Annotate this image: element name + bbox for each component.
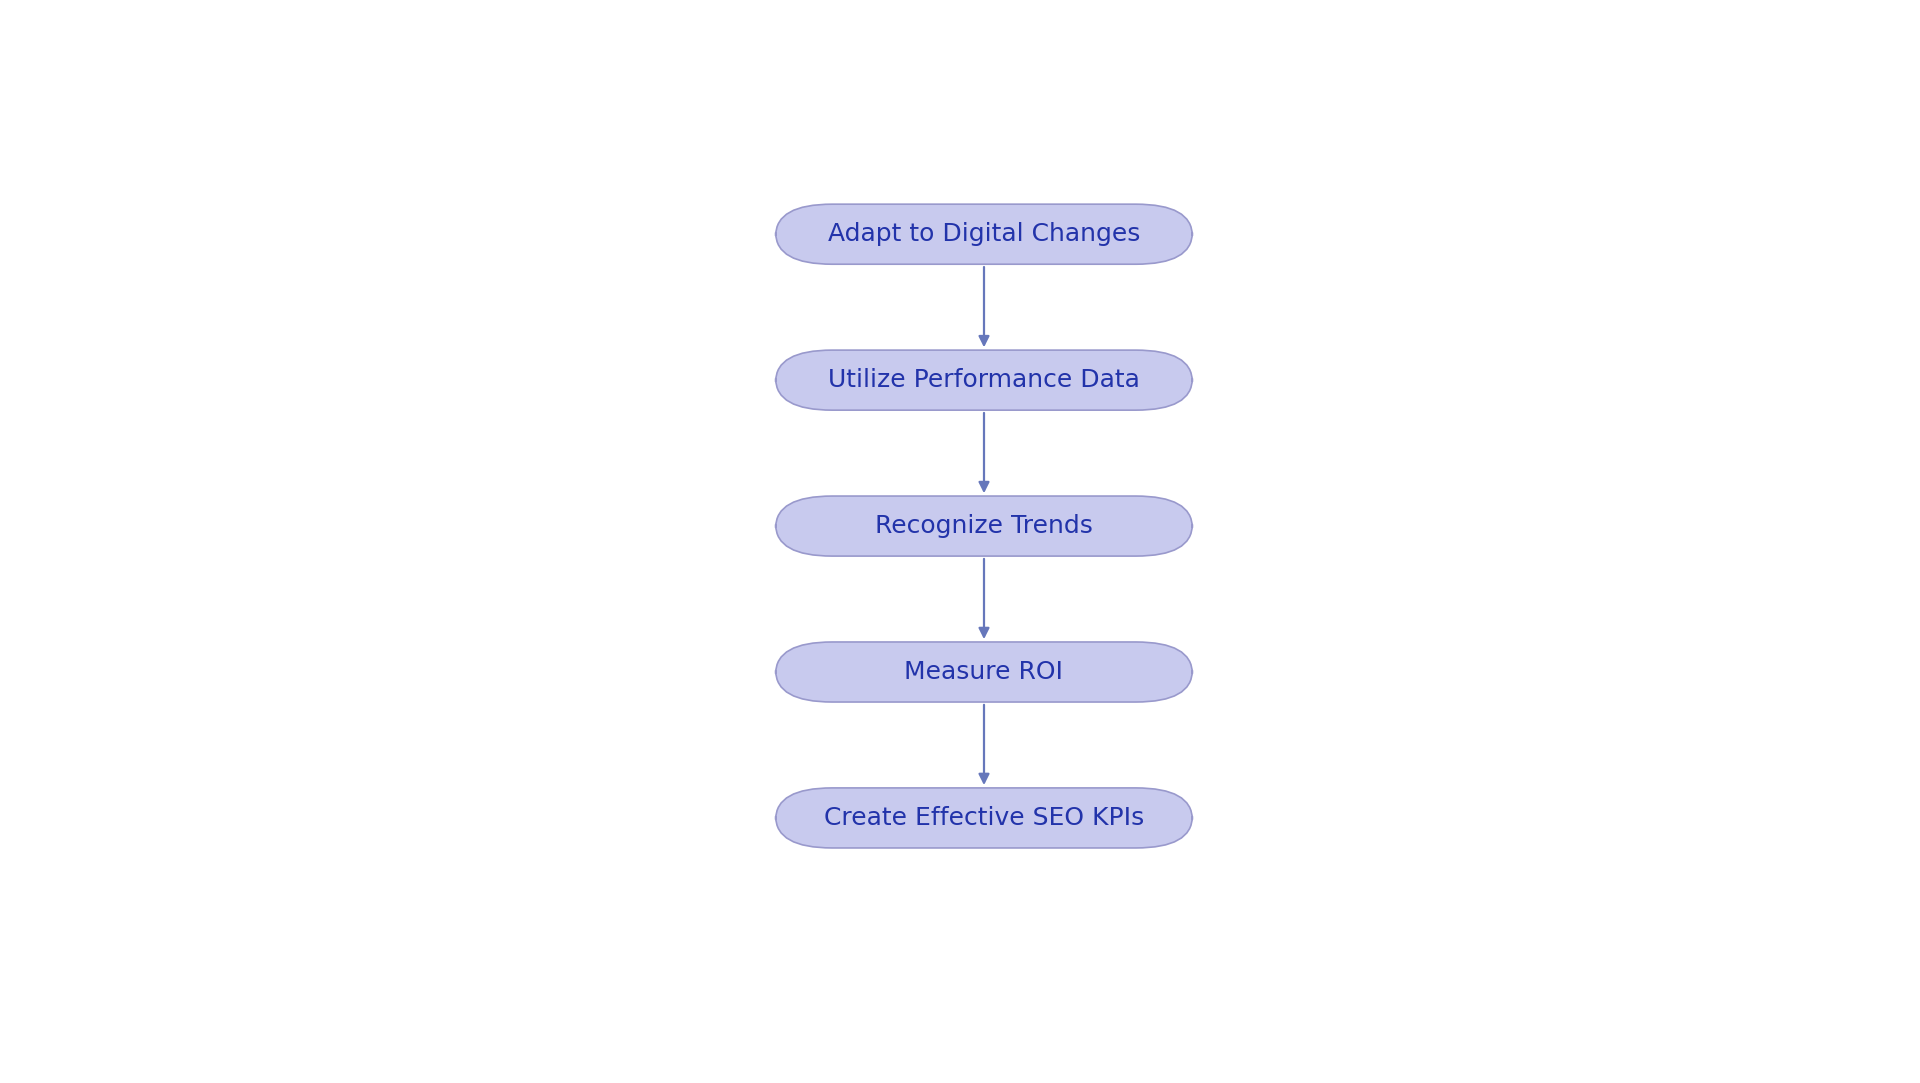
Text: Create Effective SEO KPIs: Create Effective SEO KPIs: [824, 806, 1144, 830]
Text: Recognize Trends: Recognize Trends: [876, 514, 1092, 538]
Text: Adapt to Digital Changes: Adapt to Digital Changes: [828, 222, 1140, 246]
Text: Measure ROI: Measure ROI: [904, 660, 1064, 684]
FancyBboxPatch shape: [776, 642, 1192, 702]
FancyBboxPatch shape: [776, 788, 1192, 848]
FancyBboxPatch shape: [776, 350, 1192, 410]
Text: Utilize Performance Data: Utilize Performance Data: [828, 368, 1140, 392]
FancyBboxPatch shape: [776, 496, 1192, 556]
FancyBboxPatch shape: [776, 205, 1192, 264]
